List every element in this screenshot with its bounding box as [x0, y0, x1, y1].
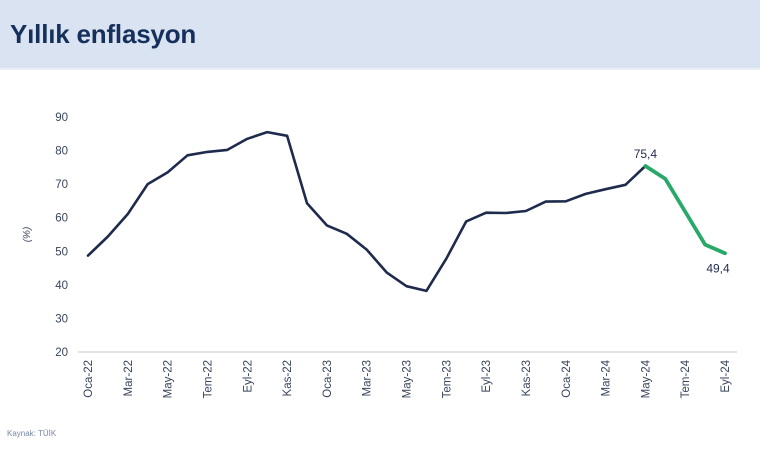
x-axis-tick-label: May-22 [163, 360, 175, 398]
peak-value-label: 75,4 [634, 147, 658, 161]
x-axis-tick-label: Eyl-24 [720, 359, 732, 392]
x-axis-tick-label: Eyl-22 [242, 360, 254, 393]
x-axis-tick-label: Oca-24 [561, 359, 573, 397]
x-axis-tick-label: May-24 [640, 359, 652, 398]
y-axis-tick-label: 60 [55, 213, 68, 225]
inflation-line-highlight [643, 164, 727, 256]
x-axis-tick-label: Tem-24 [680, 359, 692, 398]
x-axis-tick-label: Mar-22 [123, 360, 135, 396]
header-bar: Yıllık enflasyon [0, 0, 760, 70]
chart-title: Yıllık enflasyon [10, 18, 197, 49]
x-axis-tick-label: Kas-23 [521, 360, 533, 396]
x-axis-tick-label: Oca-22 [83, 360, 95, 398]
x-axis-tick-label: Mar-24 [601, 359, 613, 396]
x-axis-tick-label: Mar-23 [362, 360, 374, 396]
y-axis-tick-label: 40 [55, 280, 68, 292]
x-axis-tick-label: Oca-23 [322, 360, 334, 398]
x-axis-tick-label: Eyl-23 [481, 360, 493, 393]
inflation-line-chart: 90 80 70 60 50 40 30 20 (%) Oca-22 Mar-22 May-22 Tem… [22, 112, 737, 398]
y-axis-tick-label: 70 [55, 179, 68, 191]
chart-area: 90 80 70 60 50 40 30 20 (%) Oca-22 Mar-22 May-22 Tem… [0, 70, 760, 450]
y-axis-tick-label: 90 [55, 112, 68, 124]
y-axis-tick-label: 50 [55, 246, 68, 258]
y-axis-tick-label: 20 [55, 347, 68, 359]
x-axis-tick-label: Tem-23 [441, 360, 453, 398]
latest-value-label: 49,4 [706, 261, 730, 275]
x-axis-tick-label: May-23 [402, 360, 414, 398]
x-axis-tick-label: Tem-22 [202, 360, 214, 398]
x-axis-tick-label: Kas-22 [282, 360, 294, 396]
y-axis-tick-label: 30 [55, 313, 68, 325]
y-axis-unit-label: (%) [22, 227, 33, 243]
source-label: Kaynak: TÜİK [7, 429, 57, 438]
inflation-line-main [86, 130, 647, 293]
y-axis-tick-label: 80 [55, 146, 68, 158]
